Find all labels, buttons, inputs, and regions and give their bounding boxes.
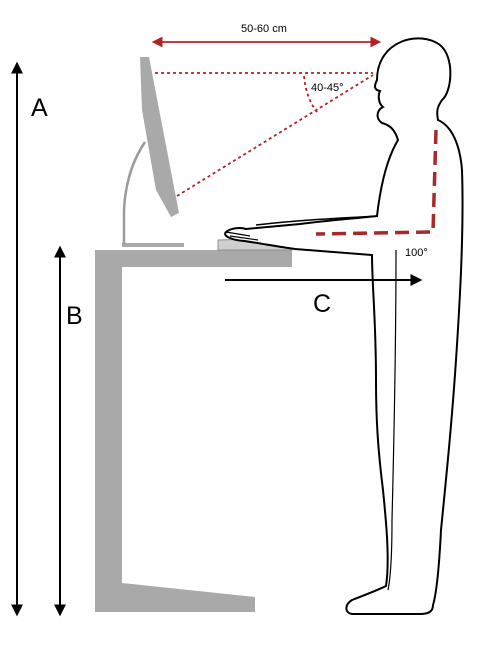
elbow-angle-label: 100°	[405, 247, 428, 259]
hand-line	[225, 231, 259, 241]
gaze-line	[176, 74, 374, 197]
monitor-stand	[122, 141, 147, 244]
label-a: A	[31, 94, 48, 122]
leg-split-line	[387, 249, 397, 591]
distance-label: 50-60 cm	[241, 23, 287, 35]
posture-arm-guide	[315, 129, 438, 236]
label-c: C	[313, 290, 332, 318]
label-b: B	[66, 302, 83, 330]
monitor	[140, 57, 179, 217]
monitor-base	[122, 243, 184, 247]
angle-arc	[303, 75, 318, 113]
desk-frame	[95, 250, 292, 612]
angle-label: 40-45°	[311, 82, 344, 94]
arm-line	[255, 215, 379, 226]
person-outline	[224, 37, 464, 615]
